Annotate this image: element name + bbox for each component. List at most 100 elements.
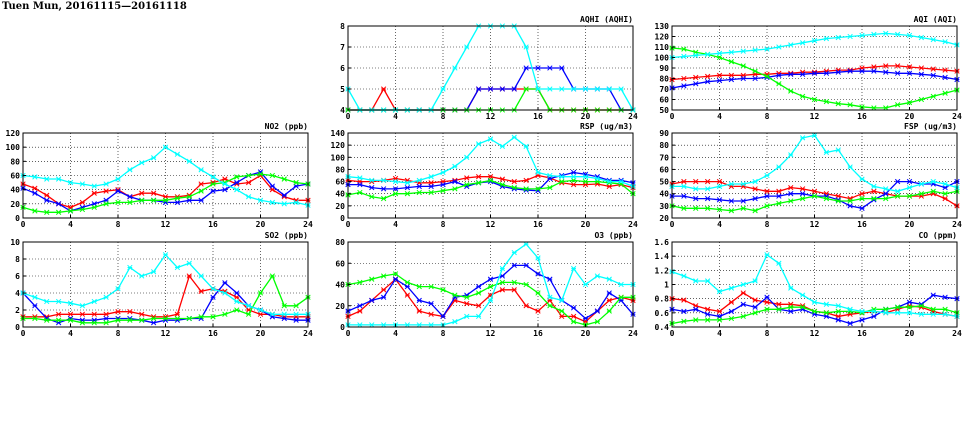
data-point [871,64,877,70]
data-point [681,193,687,199]
data-point [918,96,925,103]
data-point [906,304,913,310]
x-tick-label: 16 [533,112,543,121]
data-point [788,191,794,197]
x-tick-label: 4 [393,112,398,121]
data-point [811,96,818,103]
data-point [942,191,948,197]
data-point [523,303,529,309]
data-point [281,201,287,207]
series-2 [20,169,311,214]
data-point [776,72,782,79]
x-tick-label: 16 [857,329,867,338]
x-tick-label: 20 [905,112,915,121]
series-2 [345,262,636,322]
data-point [535,290,541,296]
data-point [210,286,216,292]
data-point [559,174,565,180]
data-point [716,206,723,213]
data-point [930,66,936,72]
data-point [452,163,458,170]
data-point [380,294,387,300]
data-point [906,299,913,305]
data-point [91,311,97,317]
data-point [245,303,252,309]
data-point [681,273,687,279]
data-point [776,200,782,207]
data-point [728,49,735,55]
data-point [681,318,687,324]
data-point [234,174,240,180]
y-tick-label: 110 [655,43,670,52]
y-tick-label: 0 [340,323,345,332]
data-point [475,174,482,180]
data-point [704,73,711,80]
y-tick-label: 8 [340,22,345,31]
y-tick-label: 0 [15,214,20,223]
data-point [150,315,157,322]
data-point [894,31,901,38]
page-title: Tuen Mun, 20161115—20161118 [2,1,187,12]
data-point [210,174,216,180]
data-point [535,271,541,277]
data-point [716,183,723,190]
data-point [716,72,723,79]
data-point [234,298,240,305]
data-point [487,177,494,184]
x-tick-label: 24 [628,112,638,121]
data-point [811,70,818,76]
data-point [716,197,723,203]
data-point [740,281,746,288]
x-tick-label: 12 [486,220,496,229]
data-point [728,181,735,187]
data-point [293,199,299,206]
data-point [55,209,62,215]
x-tick-label: 8 [116,329,121,338]
data-point [764,73,770,80]
y-tick-label: 30 [659,202,669,211]
data-point [752,186,758,192]
data-point [894,178,901,185]
data-point [559,308,565,314]
data-point [428,300,434,307]
y-tick-label: 60 [335,259,345,268]
data-point [357,322,363,328]
data-point [186,158,192,164]
x-tick-label: 24 [628,329,638,338]
data-point [293,179,299,186]
data-point [79,181,86,187]
x-tick-label: 12 [486,112,496,121]
chart-co: 0 4 8 12 16 20 24 0.4 0.6 0.8 1 1.2 1.4 1.6 CO (ppm) [655,231,962,338]
y-tick-label: 6 [340,64,345,73]
data-point [594,86,601,92]
data-point [930,306,936,312]
x-tick-label: 24 [303,329,313,338]
data-point [811,188,818,194]
x-tick-label: 4 [68,329,73,338]
data-point [823,195,830,202]
data-point [281,176,287,182]
data-point [198,181,204,187]
data-point [799,93,806,100]
data-point [174,311,181,317]
data-point [930,36,936,43]
data-point [55,311,62,317]
data-point [55,317,62,323]
data-point [55,176,62,182]
data-point [245,311,252,317]
data-point [788,285,794,291]
data-point [416,183,422,190]
data-point [79,320,86,326]
x-tick-label: 0 [346,112,351,121]
data-point [740,205,746,211]
data-point [428,283,434,290]
x-tick-label: 20 [256,329,266,338]
data-point [44,209,50,215]
data-point [139,190,145,196]
data-point [942,311,948,317]
data-point [681,308,687,315]
data-point [234,290,240,296]
y-tick-label: 100 [331,153,346,162]
y-tick-label: 6 [15,272,20,281]
